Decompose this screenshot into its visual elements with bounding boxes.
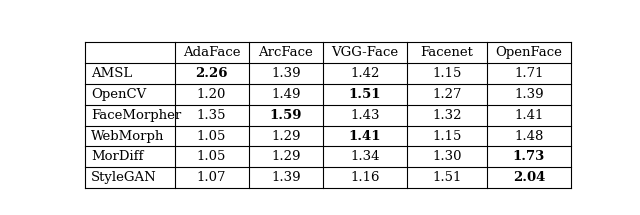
Text: 1.49: 1.49 xyxy=(271,88,301,101)
Text: 1.73: 1.73 xyxy=(513,150,545,163)
Text: 1.39: 1.39 xyxy=(271,67,301,80)
Text: 1.51: 1.51 xyxy=(349,88,381,101)
Text: 1.35: 1.35 xyxy=(197,109,227,122)
Text: VGG-Face: VGG-Face xyxy=(332,46,399,59)
Text: 1.15: 1.15 xyxy=(432,67,461,80)
Text: 1.05: 1.05 xyxy=(197,129,227,143)
Text: 1.15: 1.15 xyxy=(432,129,461,143)
Text: 1.05: 1.05 xyxy=(197,150,227,163)
Text: 1.48: 1.48 xyxy=(514,129,543,143)
Text: OpenCV: OpenCV xyxy=(91,88,146,101)
Text: 1.07: 1.07 xyxy=(197,171,227,184)
Text: FaceMorpher: FaceMorpher xyxy=(91,109,181,122)
Text: 1.41: 1.41 xyxy=(349,129,381,143)
Text: 1.29: 1.29 xyxy=(271,129,301,143)
Text: 2.04: 2.04 xyxy=(513,171,545,184)
Text: WebMorph: WebMorph xyxy=(91,129,164,143)
Text: AMSL: AMSL xyxy=(91,67,132,80)
Text: 1.39: 1.39 xyxy=(514,88,543,101)
Text: 1.51: 1.51 xyxy=(432,171,461,184)
Text: StyleGAN: StyleGAN xyxy=(91,171,157,184)
Text: 1.20: 1.20 xyxy=(197,88,227,101)
Text: 1.59: 1.59 xyxy=(269,109,302,122)
Text: 1.43: 1.43 xyxy=(350,109,380,122)
Text: 1.27: 1.27 xyxy=(432,88,461,101)
Text: OpenFace: OpenFace xyxy=(495,46,563,59)
Text: ArcFace: ArcFace xyxy=(259,46,313,59)
Text: 1.30: 1.30 xyxy=(432,150,461,163)
Text: 1.41: 1.41 xyxy=(514,109,543,122)
Text: AdaFace: AdaFace xyxy=(183,46,241,59)
Text: 1.32: 1.32 xyxy=(432,109,461,122)
Text: 1.71: 1.71 xyxy=(514,67,543,80)
Text: 1.42: 1.42 xyxy=(351,67,380,80)
Text: 1.16: 1.16 xyxy=(350,171,380,184)
Text: Facenet: Facenet xyxy=(420,46,474,59)
Text: 2.26: 2.26 xyxy=(195,67,228,80)
Text: 1.39: 1.39 xyxy=(271,171,301,184)
Text: 1.29: 1.29 xyxy=(271,150,301,163)
Text: MorDiff: MorDiff xyxy=(91,150,143,163)
Text: 1.34: 1.34 xyxy=(350,150,380,163)
